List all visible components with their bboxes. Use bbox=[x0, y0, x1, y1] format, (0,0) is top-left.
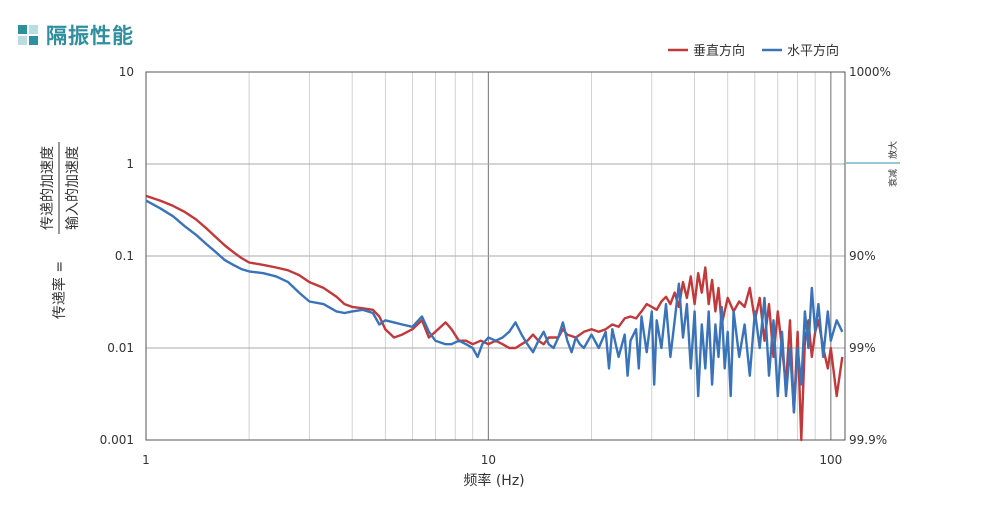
x-axis-title: 频率 (Hz) bbox=[463, 472, 524, 489]
right-tick-label: 90% bbox=[849, 249, 876, 263]
series-line-1 bbox=[145, 199, 844, 414]
amplify-label: 放大 bbox=[887, 141, 899, 159]
y-axis-title: 传递率 = 传递的加速度 输入的加速度 bbox=[40, 142, 81, 319]
chart-grid bbox=[146, 72, 845, 440]
legend: 垂直方向 水平方向 bbox=[668, 43, 839, 59]
grid-squares-icon bbox=[18, 25, 38, 45]
y-tick-label: 10 bbox=[119, 65, 134, 79]
tick-labels: 1 10 100 10 1 0.1 0.01 0.001 1000% 90% 99% 99.9% bbox=[100, 65, 891, 467]
right-tick-label: 1000% bbox=[849, 65, 891, 79]
y-axis-denominator: 输入的加速度 bbox=[65, 146, 81, 230]
x-tick-label: 10 bbox=[481, 453, 496, 467]
y-tick-label: 0.1 bbox=[115, 249, 134, 263]
x-tick-label: 100 bbox=[819, 453, 842, 467]
y-tick-label: 0.001 bbox=[100, 433, 134, 447]
attenuate-label: 衰减 bbox=[887, 169, 899, 187]
series-layer bbox=[145, 194, 844, 442]
y-axis-prefix: 传递率 = bbox=[51, 261, 68, 319]
series-line-0 bbox=[145, 194, 844, 442]
right-tick-label: 99.9% bbox=[849, 433, 887, 447]
y-axis-numerator: 传递的加速度 bbox=[40, 146, 56, 230]
plot-frame bbox=[145, 71, 846, 441]
x-tick-label: 1 bbox=[142, 453, 150, 467]
right-tick-label: 99% bbox=[849, 341, 876, 355]
section-header: 隔振性能 bbox=[18, 20, 134, 50]
page-title: 隔振性能 bbox=[46, 24, 134, 48]
y-tick-label: 0.01 bbox=[107, 341, 134, 355]
legend-label-vertical: 垂直方向 bbox=[693, 43, 745, 59]
y-tick-label: 1 bbox=[126, 157, 134, 171]
legend-label-horizontal: 水平方向 bbox=[787, 43, 839, 59]
